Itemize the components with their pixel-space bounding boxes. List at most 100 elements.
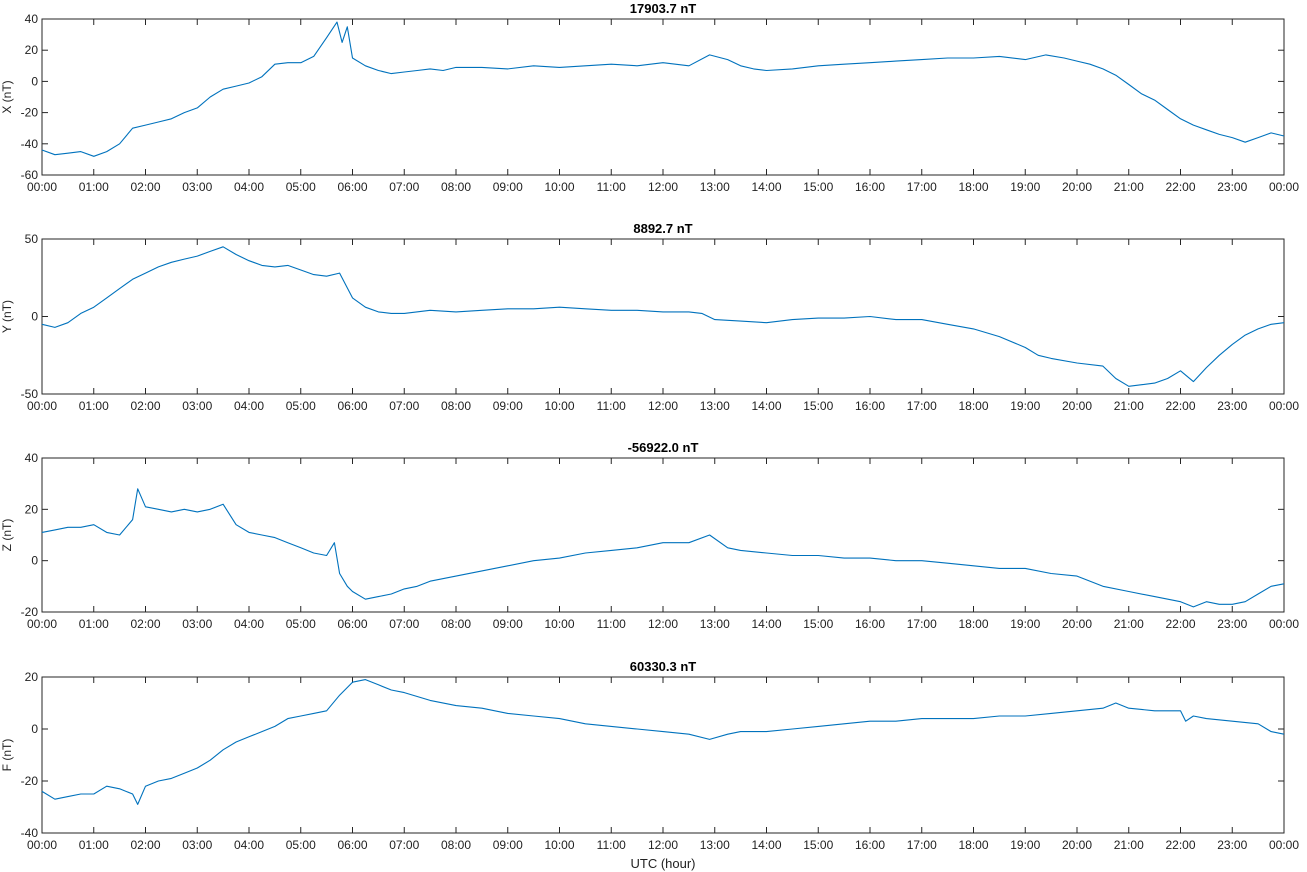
x-tick-label: 07:00 bbox=[389, 399, 419, 413]
x-tick-label: 08:00 bbox=[441, 399, 471, 413]
x-tick-label: 10:00 bbox=[544, 838, 574, 852]
x-tick-label: 13:00 bbox=[700, 180, 730, 194]
x-tick-label: 22:00 bbox=[1165, 838, 1195, 852]
series-line bbox=[41, 21, 1285, 157]
panel-title: -56922.0 nT bbox=[628, 440, 699, 455]
x-tick-label: 07:00 bbox=[389, 838, 419, 852]
x-tick-label: 07:00 bbox=[389, 180, 419, 194]
x-tick-label: 14:00 bbox=[751, 399, 781, 413]
x-tick-label: 11:00 bbox=[597, 617, 626, 631]
x-tick-label: 15:00 bbox=[803, 838, 833, 852]
x-tick-label: 04:00 bbox=[234, 838, 264, 852]
x-tick-label: 13:00 bbox=[700, 838, 730, 852]
x-tick-label: 09:00 bbox=[493, 180, 523, 194]
plot-frame bbox=[41, 457, 1285, 613]
x-tick-label: 09:00 bbox=[493, 617, 523, 631]
x-tick-label: 17:00 bbox=[907, 838, 937, 852]
x-tick-label: 22:00 bbox=[1165, 399, 1195, 413]
x-tick-label: 08:00 bbox=[441, 838, 471, 852]
x-tick-label: 00:00 bbox=[1269, 838, 1299, 852]
y-tick-label: 40 bbox=[25, 12, 39, 26]
x-tick-label: 17:00 bbox=[907, 180, 937, 194]
x-tick-label: 22:00 bbox=[1165, 617, 1195, 631]
x-tick-label: 21:00 bbox=[1114, 180, 1144, 194]
x-tick-label: 20:00 bbox=[1062, 617, 1092, 631]
x-tick-label: 16:00 bbox=[855, 617, 885, 631]
x-tick-label: 03:00 bbox=[182, 180, 212, 194]
x-tick-label: 04:00 bbox=[234, 617, 264, 631]
y-tick-label: 50 bbox=[25, 232, 39, 246]
x-tick-label: 22:00 bbox=[1165, 180, 1195, 194]
x-tick-label: 11:00 bbox=[597, 838, 626, 852]
y-tick-label: -20 bbox=[21, 774, 39, 788]
x-tick-label: 02:00 bbox=[130, 180, 160, 194]
series-line bbox=[41, 246, 1285, 387]
x-tick-label: 04:00 bbox=[234, 180, 264, 194]
x-tick-label: 04:00 bbox=[234, 399, 264, 413]
x-tick-label: 23:00 bbox=[1217, 399, 1247, 413]
x-tick-label: 08:00 bbox=[441, 617, 471, 631]
y-tick-label: -60 bbox=[21, 168, 39, 182]
x-tick-label: 12:00 bbox=[648, 838, 678, 852]
x-tick-label: 03:00 bbox=[182, 617, 212, 631]
x-tick-label: 00:00 bbox=[27, 617, 57, 631]
y-tick-label: 0 bbox=[31, 554, 38, 568]
plot-frame bbox=[41, 676, 1285, 834]
y-tick-label: -50 bbox=[21, 387, 39, 401]
panel-title: 8892.7 nT bbox=[633, 221, 692, 236]
series-line bbox=[41, 679, 1285, 805]
x-tick-label: 23:00 bbox=[1217, 180, 1247, 194]
x-tick-label: 05:00 bbox=[286, 838, 316, 852]
y-axis-label: Y (nT) bbox=[0, 300, 14, 333]
x-tick-label: 00:00 bbox=[1269, 180, 1299, 194]
panel-z: 00:00 01:00 02:00 03:00 04:00 05:00 06:00 07:00… bbox=[0, 440, 1299, 631]
x-tick-label: 19:00 bbox=[1010, 399, 1040, 413]
x-tick-label: 23:00 bbox=[1217, 617, 1247, 631]
x-tick-label: 18:00 bbox=[958, 617, 988, 631]
x-tick-label: 02:00 bbox=[130, 617, 160, 631]
x-tick-label: 06:00 bbox=[337, 180, 367, 194]
panel-x: 00:00 01:00 02:00 03:00 04:00 05:00 06:00 07:00… bbox=[0, 1, 1299, 194]
x-tick-label: 19:00 bbox=[1010, 180, 1040, 194]
x-tick-label: 09:00 bbox=[493, 838, 523, 852]
y-tick-label: 0 bbox=[31, 310, 38, 324]
x-tick-label: 08:00 bbox=[441, 180, 471, 194]
x-tick-label: 03:00 bbox=[182, 838, 212, 852]
x-tick-label: 17:00 bbox=[907, 399, 937, 413]
x-tick-label: 14:00 bbox=[751, 838, 781, 852]
x-tick-label: 19:00 bbox=[1010, 617, 1040, 631]
x-tick-label: 14:00 bbox=[751, 617, 781, 631]
y-tick-label: 20 bbox=[25, 43, 39, 57]
x-tick-label: 03:00 bbox=[182, 399, 212, 413]
x-tick-label: 20:00 bbox=[1062, 838, 1092, 852]
x-tick-label: 10:00 bbox=[544, 617, 574, 631]
panel-title: 17903.7 nT bbox=[630, 1, 697, 16]
x-tick-label: 11:00 bbox=[597, 399, 626, 413]
x-tick-label: 18:00 bbox=[958, 180, 988, 194]
x-tick-label: 07:00 bbox=[389, 617, 419, 631]
x-tick-label: 00:00 bbox=[27, 180, 57, 194]
x-tick-label: 00:00 bbox=[27, 838, 57, 852]
y-tick-label: -40 bbox=[21, 826, 39, 840]
x-tick-label: 16:00 bbox=[855, 838, 885, 852]
y-tick-label: -20 bbox=[21, 106, 39, 120]
x-tick-label: 12:00 bbox=[648, 617, 678, 631]
x-tick-label: 14:00 bbox=[751, 180, 781, 194]
y-tick-label: 20 bbox=[25, 502, 39, 516]
panel-y: 00:00 01:00 02:00 03:00 04:00 05:00 06:00 07:00… bbox=[0, 221, 1299, 413]
x-tick-label: 18:00 bbox=[958, 838, 988, 852]
y-tick-label: -40 bbox=[21, 137, 39, 151]
x-tick-label: 15:00 bbox=[803, 399, 833, 413]
x-tick-label: 23:00 bbox=[1217, 838, 1247, 852]
x-tick-label: 02:00 bbox=[130, 838, 160, 852]
y-axis-label: Z (nT) bbox=[0, 519, 14, 552]
y-tick-label: 40 bbox=[25, 451, 39, 465]
x-tick-label: 01:00 bbox=[79, 180, 109, 194]
x-tick-label: 05:00 bbox=[286, 399, 316, 413]
x-tick-label: 01:00 bbox=[79, 399, 109, 413]
series-line bbox=[41, 488, 1285, 608]
plot-frame bbox=[41, 18, 1285, 176]
x-tick-label: 10:00 bbox=[544, 399, 574, 413]
x-tick-label: 10:00 bbox=[544, 180, 574, 194]
